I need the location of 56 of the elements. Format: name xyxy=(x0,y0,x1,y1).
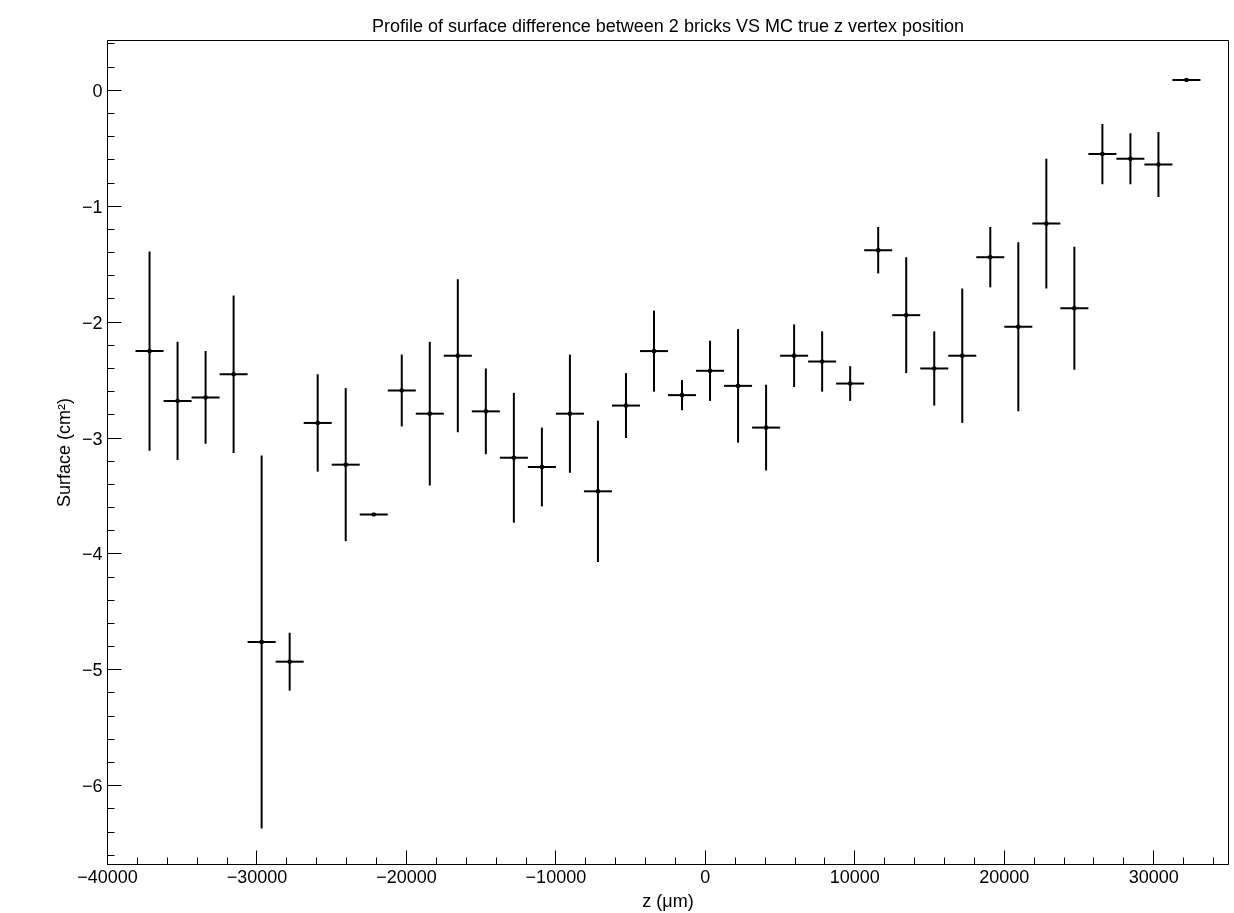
point xyxy=(175,398,180,403)
point xyxy=(764,425,769,430)
point xyxy=(231,372,236,377)
point xyxy=(203,395,208,400)
point xyxy=(680,393,685,398)
x-tick-label: 0 xyxy=(700,866,711,887)
y-tick-label: 0 xyxy=(92,80,103,101)
point xyxy=(792,353,797,358)
point xyxy=(1184,77,1189,82)
point xyxy=(539,464,544,469)
y-tick-label: −4 xyxy=(81,544,103,565)
point xyxy=(511,455,516,460)
x-tick-label: −10000 xyxy=(525,866,587,887)
point xyxy=(988,255,993,260)
point xyxy=(343,462,348,467)
point xyxy=(371,512,376,517)
point xyxy=(876,248,881,253)
point xyxy=(1156,162,1161,167)
x-tick-label: −40000 xyxy=(77,866,138,887)
point xyxy=(932,366,937,371)
x-axis-title: z (μm) xyxy=(642,890,694,911)
point xyxy=(1128,156,1133,161)
point xyxy=(595,489,600,494)
y-tick-label: −1 xyxy=(81,196,103,217)
point xyxy=(147,349,152,354)
x-tick-label: 30000 xyxy=(1128,866,1179,887)
y-tick-label: −6 xyxy=(81,776,103,797)
point xyxy=(651,349,656,354)
point xyxy=(960,353,965,358)
point xyxy=(315,420,320,425)
y-axis-title: Surface (cm²) xyxy=(53,397,74,508)
point xyxy=(259,639,264,644)
point xyxy=(455,353,460,358)
y-tick-label: −5 xyxy=(81,660,103,681)
point xyxy=(1100,152,1105,157)
point xyxy=(1016,324,1021,329)
y-tick-label: −2 xyxy=(81,312,103,333)
x-tick-label: 10000 xyxy=(829,866,880,887)
point xyxy=(623,403,628,408)
point xyxy=(1072,306,1077,311)
point xyxy=(848,381,853,386)
point xyxy=(287,659,292,664)
y-tick-label: −3 xyxy=(81,428,103,449)
point xyxy=(427,411,432,416)
point xyxy=(399,388,404,393)
x-tick-label: −20000 xyxy=(376,866,437,887)
x-tick-label: −30000 xyxy=(226,866,288,887)
point xyxy=(1044,221,1049,226)
point xyxy=(820,359,825,364)
point xyxy=(904,313,909,318)
point xyxy=(736,383,741,388)
point xyxy=(483,409,488,414)
point xyxy=(567,411,572,416)
x-tick-label: 20000 xyxy=(979,866,1030,887)
chart-title: Profile of surface difference between 2 bricks VS MC true z vertex position xyxy=(372,15,964,36)
point xyxy=(708,368,713,373)
